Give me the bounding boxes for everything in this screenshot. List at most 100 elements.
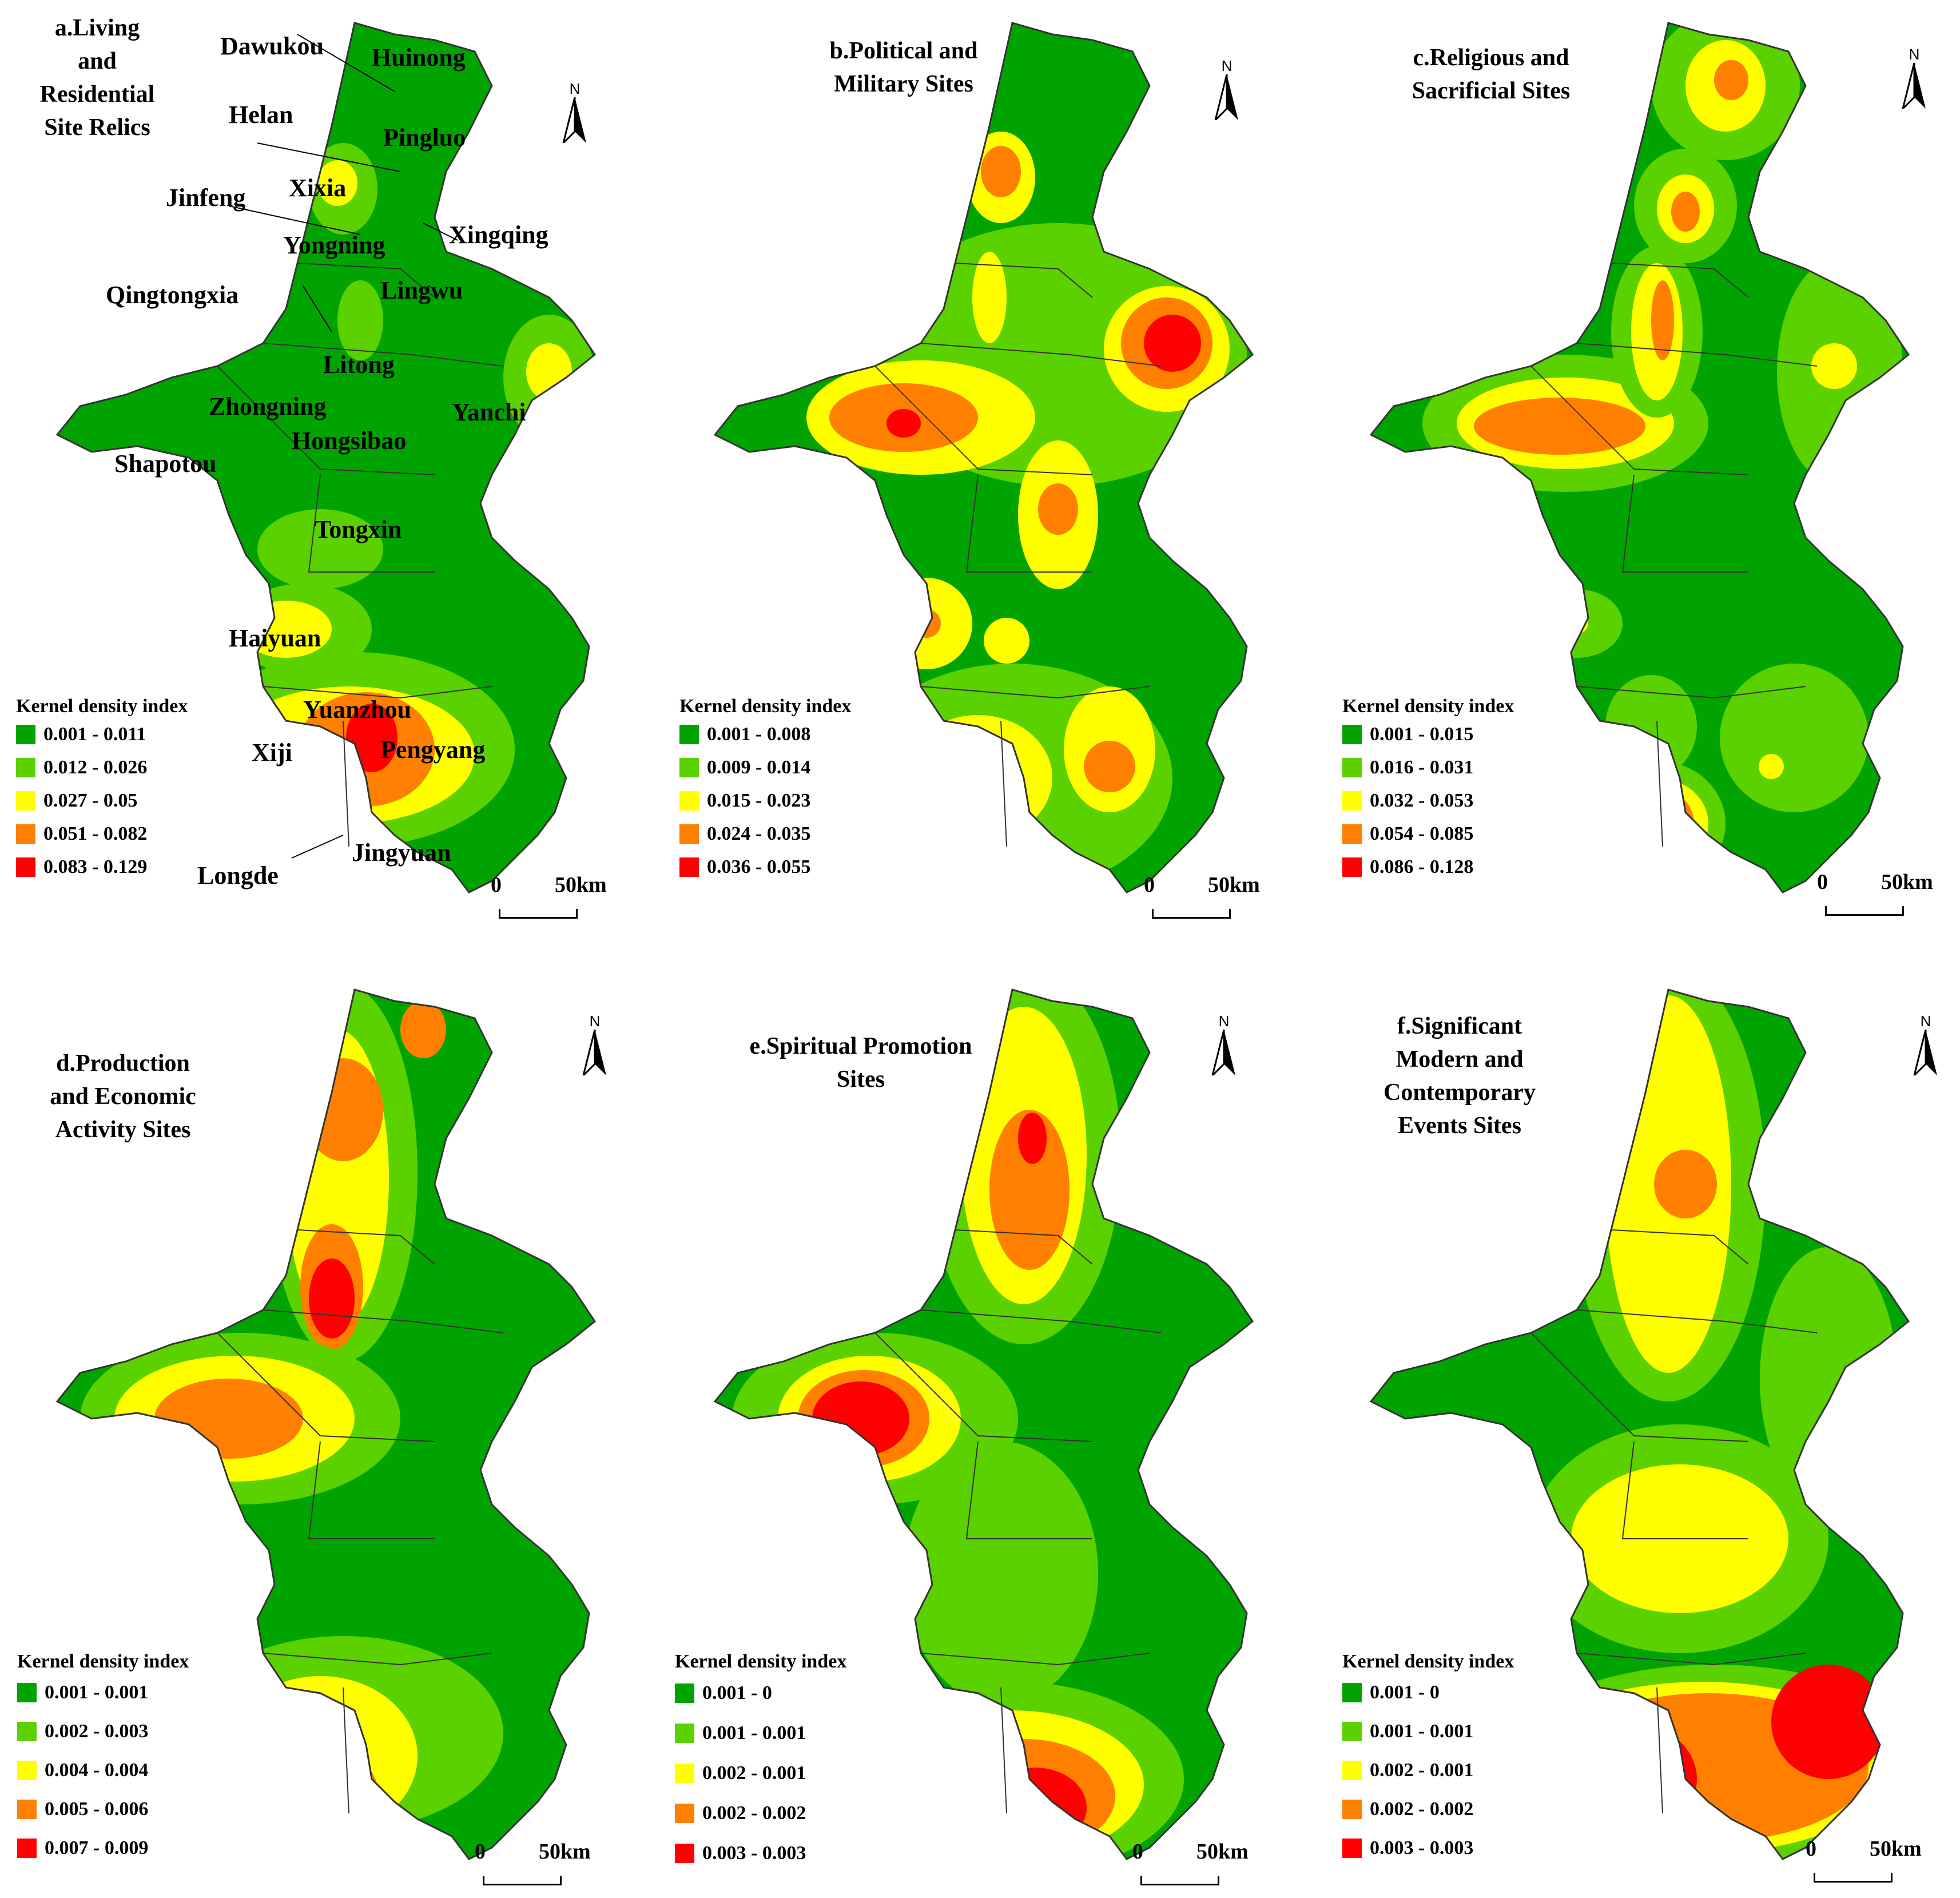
legend: Kernel density index 0.001 - 0 0.001 - 0… <box>1342 1650 1514 1868</box>
swatch <box>675 1844 694 1863</box>
legend-item: 0.001 - 0.011 <box>16 718 188 751</box>
density-map-d <box>56 988 596 1860</box>
legend-title: Kernel density index <box>675 1651 847 1672</box>
north-arrow-icon <box>1913 1029 1937 1075</box>
swatch <box>679 824 699 844</box>
legend-item: 0.009 - 0.014 <box>679 751 851 784</box>
legend-title: Kernel density index <box>679 696 852 717</box>
legend-item: 0.015 - 0.023 <box>679 784 851 817</box>
swatch <box>16 791 35 811</box>
swatch <box>17 1683 37 1702</box>
panel-a: a.Living and Residential Site Relics Daw… <box>0 0 646 927</box>
scale-bar: 0 50km <box>1144 872 1260 924</box>
legend-item: 0.001 - 0 <box>675 1673 846 1713</box>
legend-title: Kernel density index <box>16 696 188 717</box>
legend-item: 0.001 - 0.001 <box>17 1673 189 1712</box>
swatch <box>17 1761 37 1780</box>
scale-bar: 0 50km <box>491 872 607 924</box>
legend-item: 0.054 - 0.085 <box>1342 817 1514 851</box>
place-label: Jinfeng <box>166 184 246 212</box>
density-map-a <box>56 22 596 894</box>
north-arrow: N <box>1909 1012 1943 1075</box>
panel-title: e.Spiritual Promotion Sites <box>749 1033 972 1093</box>
panel-title: c.Religious and Sacrificial Sites <box>1412 45 1571 104</box>
north-arrow-icon <box>582 1029 606 1075</box>
legend-item: 0.001 - 0 <box>1342 1673 1514 1712</box>
swatch <box>679 791 699 811</box>
legend-item: 0.001 - 0.015 <box>1342 718 1514 751</box>
swatch <box>16 758 35 777</box>
legend-title: Kernel density index <box>1342 1651 1514 1672</box>
legend: Kernel density index 0.001 - 0.001 0.002… <box>17 1650 189 1868</box>
panel-title: b.Political and Military Sites <box>829 38 978 97</box>
legend: Kernel density index 0.001 - 0.011 0.012… <box>16 695 188 884</box>
density-map-e <box>714 988 1254 1860</box>
swatch <box>679 725 699 744</box>
scale-bar: 0 50km <box>1806 1836 1922 1888</box>
north-arrow-icon <box>1214 74 1238 120</box>
legend-title: Kernel density index <box>1342 696 1514 717</box>
place-label: Huinong <box>372 43 466 72</box>
swatch <box>675 1804 694 1823</box>
swatch <box>679 758 699 777</box>
place-label: Yuanzhou <box>303 696 412 724</box>
panel-title: d.Production and Economic Activity Sites <box>50 1050 196 1143</box>
place-label: Pengyang <box>380 736 486 764</box>
swatch <box>16 824 35 844</box>
swatch <box>17 1800 37 1819</box>
swatch <box>675 1764 694 1783</box>
legend-item: 0.003 - 0.003 <box>675 1833 846 1873</box>
swatch <box>1342 1683 1362 1702</box>
legend-item: 0.086 - 0.128 <box>1342 851 1514 884</box>
scale-bar: 0 50km <box>1817 869 1933 921</box>
swatch <box>1342 791 1362 811</box>
panel-e: e.Spiritual Promotion Sites N Kernel den… <box>658 967 1304 1893</box>
place-label: Xiji <box>252 738 292 767</box>
panel-d: d.Production and Economic Activity Sites… <box>0 967 646 1893</box>
swatch <box>679 857 699 877</box>
swatch <box>1342 1761 1362 1780</box>
legend-item: 0.083 - 0.129 <box>16 851 188 884</box>
density-map-f <box>1370 988 1910 1860</box>
north-arrow: N <box>578 1012 612 1075</box>
panel-title: f.Significant Modern and Contemporary Ev… <box>1383 1013 1536 1139</box>
north-arrow: N <box>1210 57 1244 120</box>
legend: Kernel density index 0.001 - 0.008 0.009… <box>679 695 851 884</box>
legend-item: 0.051 - 0.082 <box>16 817 188 851</box>
north-arrow: N <box>1207 1012 1241 1075</box>
legend-item: 0.001 - 0.001 <box>675 1713 846 1753</box>
swatch <box>1342 1800 1362 1819</box>
place-label: Tongxin <box>315 515 402 543</box>
north-arrow-icon <box>562 97 586 143</box>
density-map-b <box>714 22 1254 894</box>
swatch <box>675 1683 694 1703</box>
swatch <box>1342 1839 1362 1858</box>
swatch <box>16 725 35 744</box>
place-label: Qingtongxia <box>106 281 239 309</box>
north-arrow-icon <box>1211 1029 1235 1075</box>
legend-item: 0.032 - 0.053 <box>1342 784 1514 817</box>
legend-item: 0.002 - 0.002 <box>1342 1790 1514 1829</box>
legend-item: 0.007 - 0.009 <box>17 1829 189 1868</box>
place-label: Litong <box>323 351 395 379</box>
swatch <box>675 1724 694 1743</box>
place-label: Xixia <box>289 174 347 202</box>
scale-bar: 0 50km <box>475 1839 591 1891</box>
legend-item: 0.027 - 0.05 <box>16 784 188 817</box>
legend-item: 0.002 - 0.001 <box>675 1753 846 1793</box>
legend-item: 0.002 - 0.002 <box>675 1793 846 1833</box>
legend-item: 0.002 - 0.003 <box>17 1712 189 1751</box>
north-arrow: N <box>1897 46 1931 109</box>
north-arrow: N <box>558 80 592 143</box>
place-label: Jingyuan <box>352 839 451 867</box>
panel-b: b.Political and Military Sites N Kernel … <box>658 0 1304 927</box>
swatch <box>1342 758 1362 777</box>
swatch <box>16 857 35 877</box>
north-arrow-icon <box>1902 62 1926 109</box>
place-label: Hongsibao <box>292 427 407 455</box>
place-label: Yanchi <box>452 398 526 426</box>
legend-item: 0.036 - 0.055 <box>679 851 851 884</box>
legend: Kernel density index 0.001 - 0.015 0.016… <box>1342 695 1514 884</box>
panel-f: f.Significant Modern and Contemporary Ev… <box>1314 967 1960 1893</box>
swatch <box>17 1722 37 1741</box>
